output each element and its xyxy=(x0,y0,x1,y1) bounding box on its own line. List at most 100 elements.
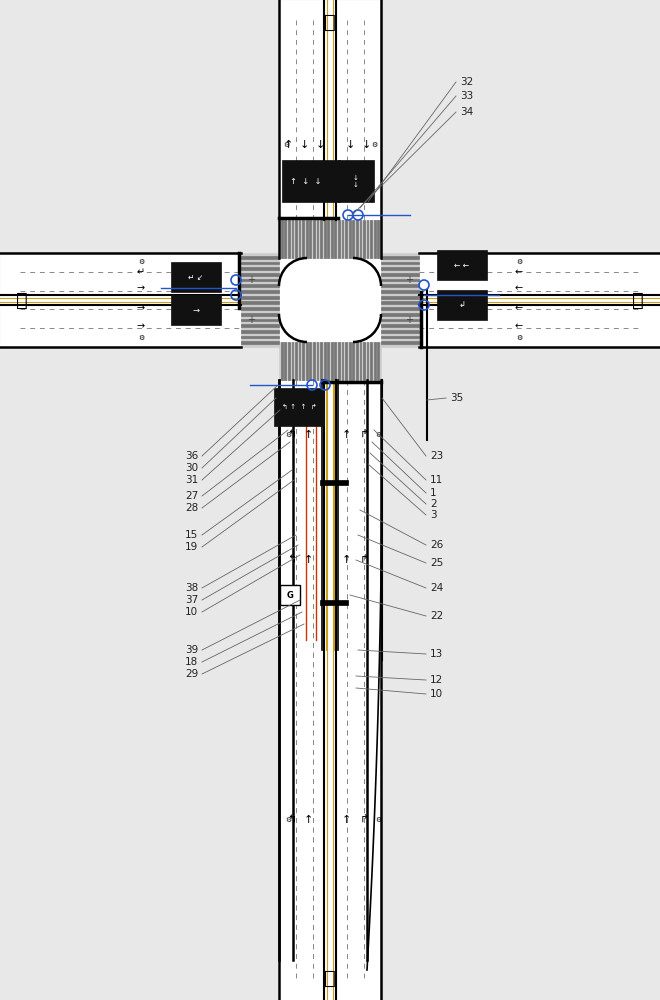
Bar xyxy=(0,253,279,347)
Bar xyxy=(288,342,290,380)
Bar xyxy=(302,342,304,380)
Text: 10: 10 xyxy=(185,607,198,617)
Text: ↰: ↰ xyxy=(287,815,297,825)
Text: →: → xyxy=(137,283,145,293)
Bar xyxy=(320,342,322,380)
Bar xyxy=(241,262,279,264)
Text: ↰ ↑  ↑  ↱: ↰ ↑ ↑ ↱ xyxy=(282,404,316,410)
Text: 35: 35 xyxy=(450,393,463,403)
Bar xyxy=(381,307,419,310)
Bar xyxy=(374,342,376,380)
Bar xyxy=(370,220,372,258)
Text: ↑: ↑ xyxy=(341,430,350,440)
Bar xyxy=(381,256,419,259)
Text: ↰: ↰ xyxy=(287,430,297,440)
Text: ⚙: ⚙ xyxy=(138,259,144,265)
Text: 2: 2 xyxy=(430,499,437,509)
Text: 38: 38 xyxy=(185,583,198,593)
Text: 10: 10 xyxy=(430,689,443,699)
Text: ←: ← xyxy=(515,321,523,331)
Bar xyxy=(279,220,381,258)
Bar xyxy=(335,220,336,258)
Bar xyxy=(381,336,419,338)
Bar xyxy=(320,600,348,605)
Bar xyxy=(279,342,381,380)
Bar xyxy=(320,220,322,258)
Bar xyxy=(338,220,340,258)
Bar xyxy=(342,342,343,380)
Bar xyxy=(295,342,297,380)
Bar xyxy=(327,220,329,258)
Text: 24: 24 xyxy=(430,583,444,593)
Bar xyxy=(284,342,286,380)
Bar xyxy=(292,342,293,380)
Text: 18: 18 xyxy=(185,657,198,667)
Bar xyxy=(313,342,315,380)
Bar xyxy=(378,342,380,380)
Text: ↑: ↑ xyxy=(341,555,350,565)
Text: 3: 3 xyxy=(430,510,437,520)
Bar xyxy=(345,342,347,380)
Text: ↑  ↓  ↓: ↑ ↓ ↓ xyxy=(290,176,322,186)
Bar xyxy=(367,342,368,380)
Text: ↓: ↓ xyxy=(300,140,309,150)
Bar xyxy=(288,220,290,258)
Bar xyxy=(338,160,374,202)
Text: 19: 19 xyxy=(185,542,198,552)
Text: →: → xyxy=(137,321,145,331)
Bar xyxy=(280,220,282,258)
Text: ↓
↓: ↓ ↓ xyxy=(353,174,359,188)
Text: 13: 13 xyxy=(430,649,444,659)
Bar xyxy=(381,324,419,327)
Bar xyxy=(241,267,279,270)
Bar xyxy=(279,258,381,343)
Bar xyxy=(302,220,304,258)
Bar xyxy=(381,267,419,270)
Bar xyxy=(284,220,286,258)
Bar xyxy=(381,273,419,276)
Bar xyxy=(378,220,380,258)
Text: ↵ ↙: ↵ ↙ xyxy=(189,272,203,282)
Bar xyxy=(241,324,279,327)
Bar xyxy=(381,279,419,281)
Bar xyxy=(381,296,419,299)
Text: 15: 15 xyxy=(185,530,198,540)
Text: ⚙: ⚙ xyxy=(516,335,522,341)
Text: 北: 北 xyxy=(324,12,336,31)
Bar xyxy=(360,220,361,258)
Text: ←: ← xyxy=(515,303,523,313)
Bar xyxy=(324,342,325,380)
Bar xyxy=(348,220,350,258)
Bar xyxy=(299,220,300,258)
Bar xyxy=(327,342,329,380)
Bar xyxy=(279,342,381,1000)
Text: 西: 西 xyxy=(16,290,28,310)
Bar xyxy=(342,220,343,258)
Bar xyxy=(310,342,312,380)
Text: 11: 11 xyxy=(430,475,444,485)
Bar xyxy=(363,342,365,380)
Text: ←: ← xyxy=(515,283,523,293)
Bar xyxy=(295,220,297,258)
Bar xyxy=(279,0,381,258)
Bar xyxy=(241,301,279,304)
Bar xyxy=(241,330,279,333)
Bar xyxy=(363,220,365,258)
Bar xyxy=(306,220,308,258)
Text: ↵: ↵ xyxy=(137,267,145,277)
Text: 1: 1 xyxy=(430,488,437,498)
Bar xyxy=(381,290,419,293)
Bar xyxy=(374,220,376,258)
Bar xyxy=(317,220,318,258)
Text: ↓: ↓ xyxy=(361,140,371,150)
Bar xyxy=(241,296,279,299)
Text: ⚙: ⚙ xyxy=(138,335,144,341)
Bar xyxy=(171,262,221,292)
Text: ↓: ↓ xyxy=(345,140,354,150)
Text: ←: ← xyxy=(515,267,523,277)
Bar xyxy=(317,342,318,380)
Bar xyxy=(171,295,221,325)
Text: ↑: ↑ xyxy=(341,815,350,825)
Bar xyxy=(381,319,419,321)
Bar xyxy=(299,342,300,380)
